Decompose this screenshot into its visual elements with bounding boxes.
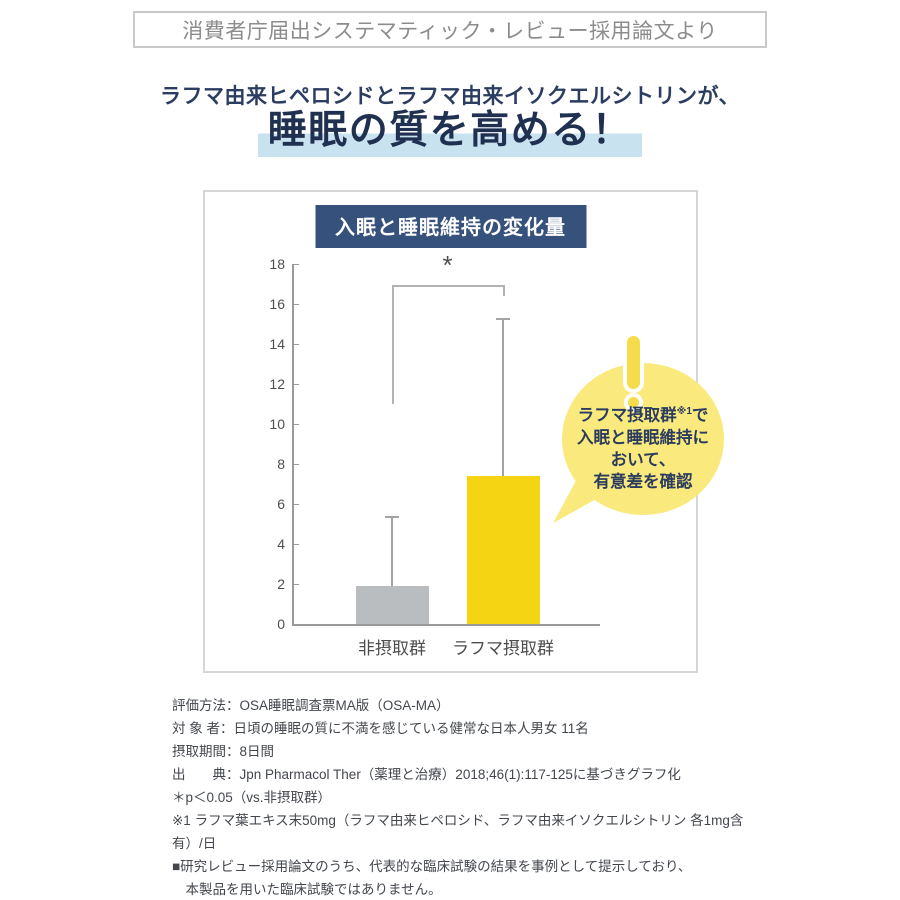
y-tick — [292, 344, 299, 345]
footnotes: 評価方法：OSA睡眠調査票MA版（OSA-MA） 対 象 者：日頃の睡眠の質に不満… — [172, 694, 752, 900]
y-tick — [292, 504, 299, 505]
y-axis — [292, 264, 294, 624]
footnote-line-6: ※1 ラフマ葉エキス末50mg（ラフマ由来ヒペロシド、ラフマ由来イソクエルシトリ… — [172, 813, 744, 851]
footnote-line-1: 評価方法：OSA睡眠調査票MA版（OSA-MA） — [172, 698, 450, 713]
error-bar-0 — [391, 516, 393, 586]
y-tick — [292, 304, 299, 305]
y-tick-label: 6 — [277, 496, 285, 512]
exclamation-icon-dot — [628, 397, 639, 408]
x-axis — [292, 624, 600, 626]
y-tick-label: 8 — [277, 456, 285, 472]
sig-bracket-top — [392, 285, 503, 287]
footnote-line-2: 対 象 者：日頃の睡眠の質に不満を感じている健常な日本人男女 11名 — [172, 721, 589, 736]
sig-bracket-left — [392, 285, 394, 404]
bubble-line-1: ラフマ摂取群※1で — [577, 406, 709, 425]
headline-title: 睡眠の質を高める！ — [257, 106, 643, 157]
x-category-label-1: ラフマ摂取群 — [452, 639, 554, 658]
top-banner-text: 消費者庁届出システマティック・レビュー採用論文より — [182, 19, 718, 43]
exclamation-icon — [627, 336, 640, 389]
y-tick-label: 10 — [269, 416, 285, 432]
bubble-line-4: 有意差を確認 — [593, 472, 693, 491]
y-tick — [292, 264, 299, 265]
y-tick-label: 14 — [269, 336, 285, 352]
footnote-marker: ※1 — [676, 406, 692, 417]
plot-area: 0 2 4 6 8 10 12 14 16 18 非摂取群 ラフマ摂取群 * — [205, 192, 696, 671]
footnote-line-7: ■研究レビュー採用論文のうち、代表的な臨床試験の結果を事例として提示しており、 — [172, 859, 692, 874]
significance-asterisk: * — [442, 250, 453, 280]
bubble-line-2: 入眠と睡眠維持に — [577, 428, 709, 447]
chart-title: 入眠と睡眠維持の変化量 — [315, 205, 586, 248]
top-banner: 消費者庁届出システマティック・レビュー採用論文より — [133, 11, 767, 48]
y-tick-label: 2 — [277, 576, 285, 592]
error-cap-0 — [385, 516, 399, 518]
y-tick — [292, 624, 299, 625]
error-bar-1 — [502, 318, 504, 476]
footnote-line-3: 摂取期間：8日間 — [172, 744, 275, 759]
speech-bubble-text: ラフマ摂取群※1で 入眠と睡眠維持に おいて、 有意差を確認 — [558, 401, 728, 493]
y-tick — [292, 384, 299, 385]
bar-0 — [355, 586, 429, 624]
y-tick — [292, 584, 299, 585]
y-tick — [292, 544, 299, 545]
bar-1 — [466, 476, 540, 624]
x-category-label-0: 非摂取群 — [358, 639, 426, 658]
y-tick-label: 18 — [269, 256, 285, 272]
y-tick-label: 0 — [277, 616, 285, 632]
y-tick — [292, 464, 299, 465]
footnote-line-5: ＊p＜0.05（vs.非摂取群） — [172, 790, 332, 805]
y-tick-label: 4 — [277, 536, 285, 552]
y-tick-label: 16 — [269, 296, 285, 312]
footnote-line-8: 本製品を用いた臨床試験ではありません。 — [172, 882, 442, 897]
bubble-line-3: おいて、 — [610, 450, 676, 469]
speech-bubble — [562, 363, 724, 515]
headline-subtitle: ラフマ由来ヒペロシドとラフマ由来イソクエルシトリンが、 — [159, 85, 741, 108]
footnote-line-4: 出 典：Jpn Pharmacol Ther（薬理と治療）2018;46(1):… — [172, 767, 681, 782]
headline-title-wrap: 睡眠の質を高める！ — [0, 106, 900, 157]
y-tick-label: 12 — [269, 376, 285, 392]
sig-bracket-right — [503, 285, 505, 296]
y-tick — [292, 424, 299, 425]
error-cap-1 — [496, 318, 510, 320]
